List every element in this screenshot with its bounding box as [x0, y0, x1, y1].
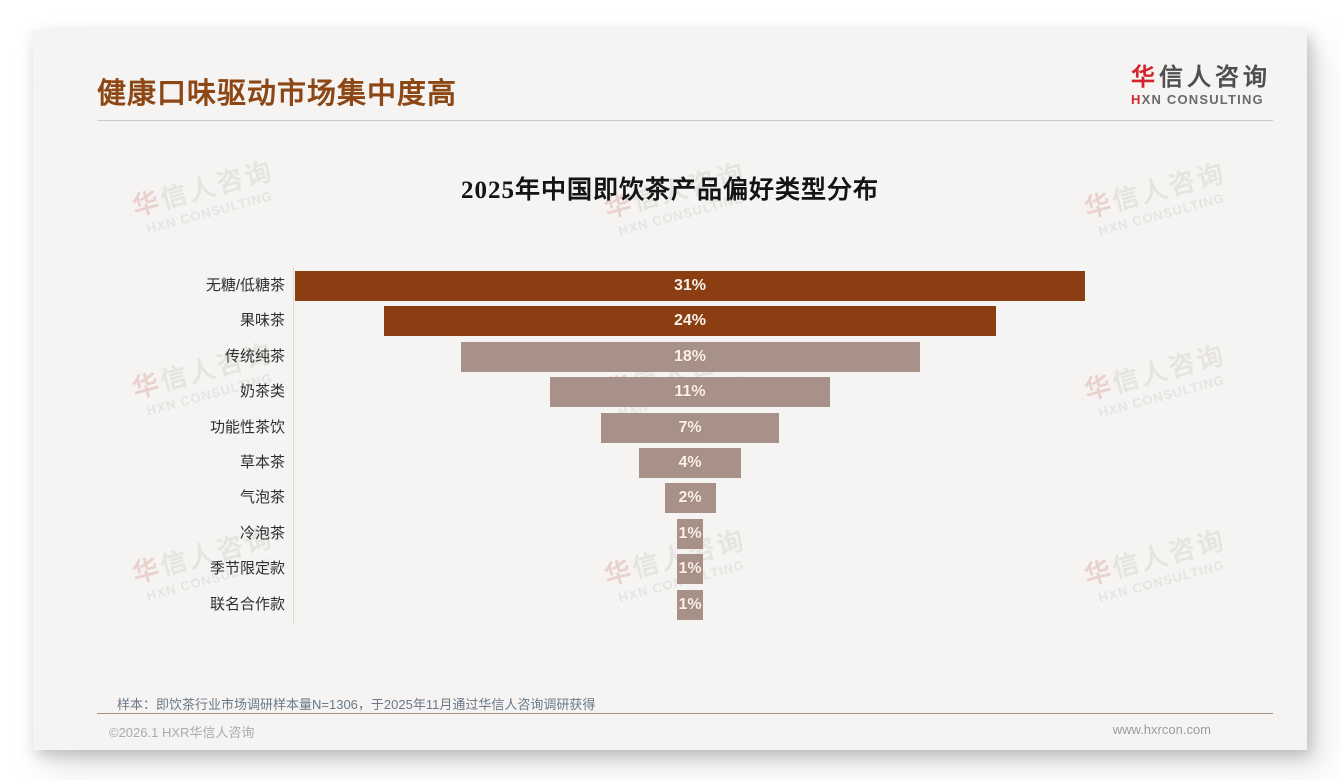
chart-row: 奶茶类 11% — [33, 377, 1307, 408]
sample-note: 样本：即饮茶行业市场调研样本量N=1306，于2025年11月通过华信人咨询调研… — [117, 697, 596, 712]
chart-axis-line — [293, 267, 294, 624]
category-label: 联名合作款 — [209, 595, 285, 613]
chart-row: 草本茶 4% — [33, 448, 1307, 478]
funnel-chart: 无糖/低糖茶 31% 果味茶 24% 传统纯茶 18% 奶茶类 11% 功能性茶饮 7% 草本茶 4%… — [33, 271, 1307, 631]
funnel-bar: 11% — [549, 377, 831, 408]
category-label: 奶茶类 — [239, 383, 285, 401]
page-title: 健康口味驱动市场集中度高 — [97, 78, 458, 110]
chart-row: 传统纯茶 18% — [33, 341, 1307, 372]
funnel-bar: 1% — [677, 589, 703, 620]
funnel-bar: 31% — [294, 271, 1086, 301]
funnel-bar: 7% — [600, 412, 780, 443]
chart-row: 果味茶 24% — [33, 306, 1307, 337]
category-label: 季节限定款 — [209, 560, 285, 578]
chart-row: 功能性茶饮 7% — [33, 412, 1307, 443]
category-label: 冷泡茶 — [239, 524, 285, 542]
value-label: 31% — [673, 277, 707, 294]
logo-zh-rest: 信人咨询 — [1159, 64, 1271, 91]
header-divider — [97, 120, 1273, 121]
category-label: 功能性茶饮 — [209, 418, 285, 436]
value-label: 2% — [678, 489, 702, 507]
chart-row: 联名合作款 1% — [33, 589, 1307, 620]
funnel-bar: 18% — [460, 341, 920, 372]
funnel-bar: 24% — [384, 306, 996, 337]
logo-hua-accent: 华 — [1131, 64, 1159, 91]
website-text: www.hxrcon.com — [1112, 722, 1211, 737]
logo-h-accent: H — [1131, 92, 1142, 107]
company-logo: 华信人咨询 HXN CONSULTING — [1131, 64, 1271, 107]
chart-row: 无糖/低糖茶 31% — [33, 271, 1307, 301]
chart-row: 冷泡茶 1% — [33, 518, 1307, 549]
chart-row: 季节限定款 1% — [33, 554, 1307, 585]
value-label: 7% — [678, 418, 702, 436]
category-label: 气泡茶 — [239, 489, 285, 507]
chart-row: 气泡茶 2% — [33, 483, 1307, 514]
logo-english-text: HXN CONSULTING — [1131, 92, 1271, 107]
value-label: 24% — [673, 312, 707, 330]
funnel-bar: 1% — [677, 554, 703, 585]
slide-card: 华信人咨询 HXN CONSULTING 华信人咨询 HXN CONSULTING 华信… — [33, 30, 1307, 750]
category-label: 草本茶 — [239, 454, 285, 471]
category-label: 果味茶 — [239, 312, 285, 330]
value-label: 4% — [678, 454, 702, 471]
chart-title: 2025年中国即饮茶产品偏好类型分布 — [460, 177, 879, 204]
funnel-bar: 1% — [677, 518, 703, 549]
funnel-bar: 4% — [639, 448, 741, 478]
logo-en-rest: XN CONSULTING — [1141, 92, 1264, 107]
value-label: 1% — [678, 524, 702, 542]
copyright-text: ©2026.1 HXR华信人咨询 — [109, 725, 255, 740]
footer-divider — [97, 713, 1273, 714]
category-label: 无糖/低糖茶 — [205, 277, 285, 294]
funnel-bar: 2% — [664, 483, 716, 514]
value-label: 18% — [673, 347, 707, 365]
logo-chinese-text: 华信人咨询 — [1131, 64, 1271, 92]
value-label: 1% — [678, 560, 702, 578]
value-label: 1% — [678, 595, 702, 613]
category-label: 传统纯茶 — [224, 347, 285, 365]
value-label: 11% — [674, 383, 706, 401]
